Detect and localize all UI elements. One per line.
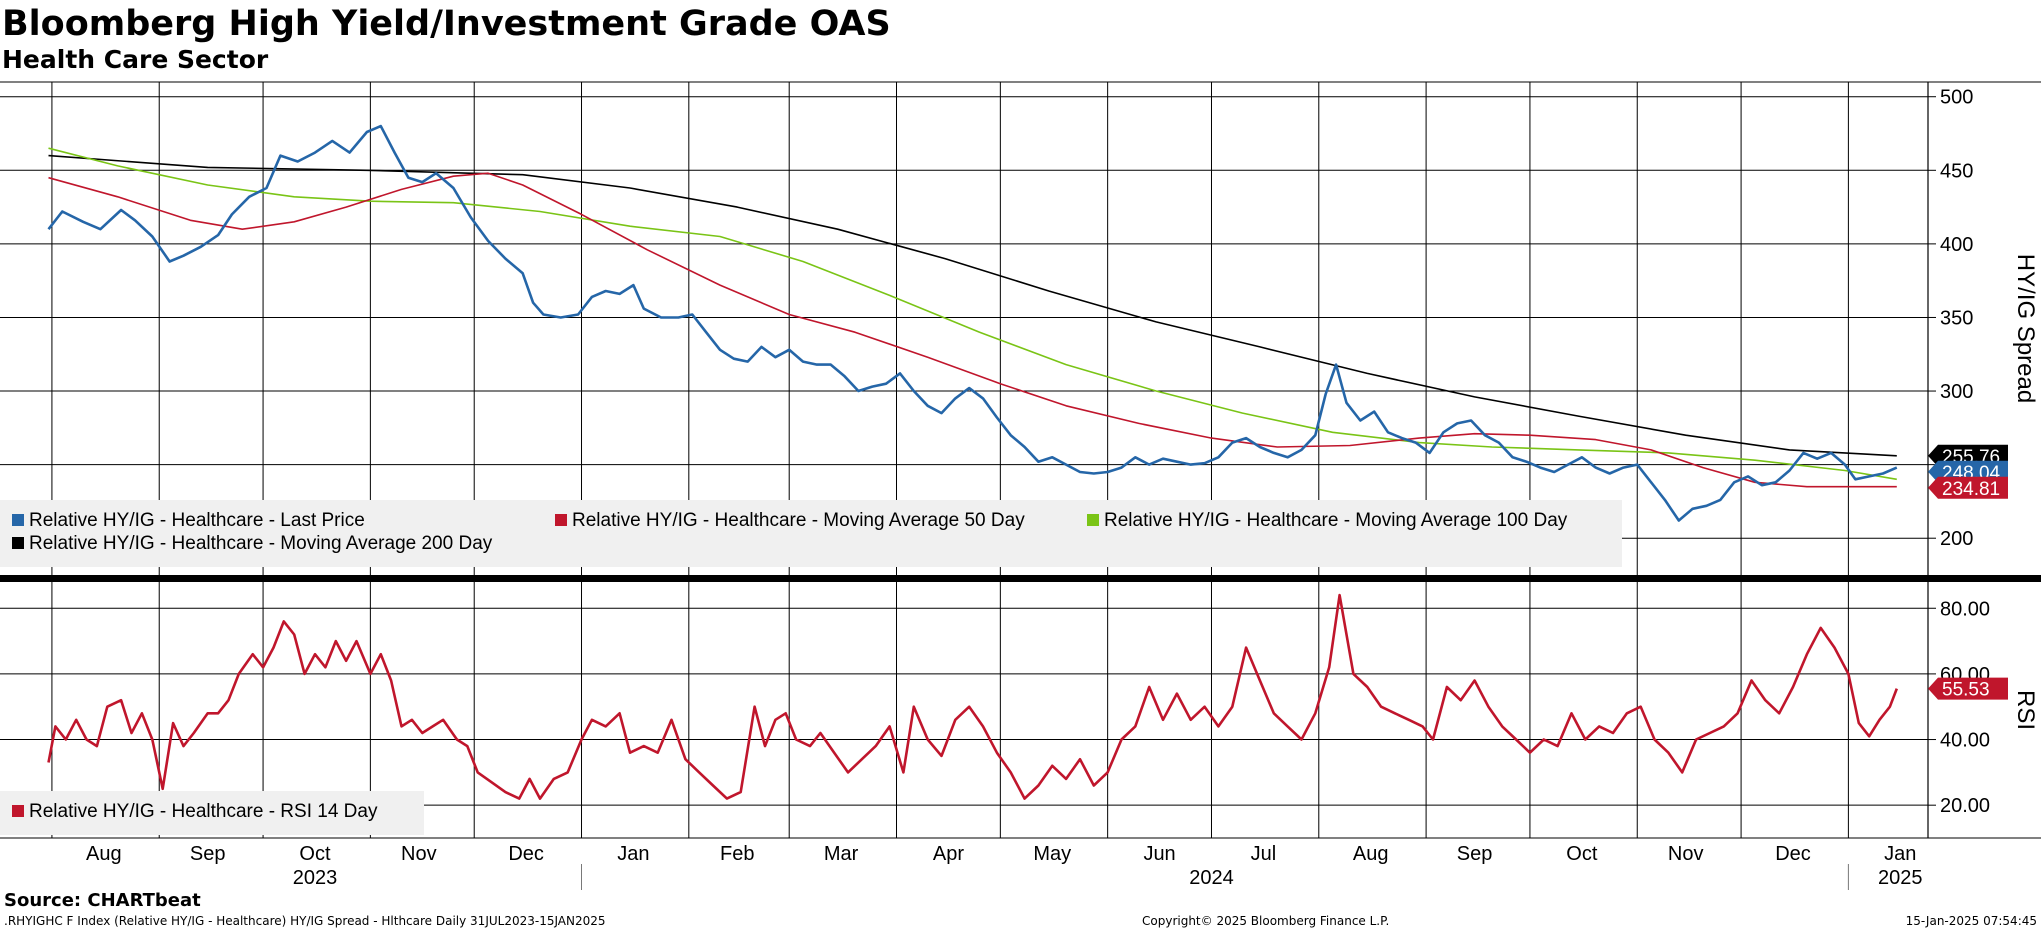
x-month-label: Jun — [1143, 843, 1175, 865]
series-line-rsi — [47, 593, 1899, 800]
x-month-label: Feb — [720, 843, 754, 865]
y-tick-label: 450 — [1940, 160, 1973, 182]
legend-label: Relative HY/IG - Healthcare - Moving Ave… — [1104, 510, 1568, 531]
legend-swatch — [12, 537, 24, 549]
source-note: Source: CHARTbeat — [4, 890, 201, 911]
y-axis-title: HY/IG Spread — [2012, 254, 2039, 403]
pane-separator — [0, 575, 2041, 582]
y-tick-label: 80.00 — [1940, 598, 1990, 620]
last-value-tag-bg — [1928, 476, 2008, 499]
x-month-label: Nov — [1668, 843, 1704, 865]
last-value-tag: 234.81 — [1928, 476, 2008, 500]
x-month-label: Dec — [1775, 843, 1811, 865]
legend-box — [0, 500, 1622, 567]
x-month-label: Dec — [508, 843, 544, 865]
x-month-label: Aug — [1353, 843, 1389, 865]
x-year-label: 2025 — [1878, 867, 1923, 889]
x-month-label: Apr — [933, 843, 964, 865]
chart-title: Bloomberg High Yield/Investment Grade OA… — [2, 4, 891, 44]
legend-label: Relative HY/IG - Healthcare - Moving Ave… — [572, 510, 1025, 531]
x-month-label: May — [1033, 843, 1071, 865]
y-axis-title: RSI — [2012, 690, 2039, 730]
y-tick-label: 20.00 — [1940, 795, 1990, 817]
legend-label: Relative HY/IG - Healthcare - Last Price — [29, 510, 365, 531]
axis-layer: 200250300350400450500HY/IG Spread255.762… — [86, 87, 2039, 890]
y-tick-label: 500 — [1940, 87, 1973, 109]
x-month-label: Sep — [1457, 843, 1493, 865]
x-year-label: 2023 — [293, 867, 338, 889]
last-value-tag-bg — [1928, 677, 2008, 700]
copyright: Copyright© 2025 Bloomberg Finance L.P. — [1142, 914, 1390, 928]
x-month-label: Sep — [190, 843, 226, 865]
x-month-label: Jan — [1884, 843, 1916, 865]
y-tick-label: 400 — [1940, 234, 1973, 256]
grid-layer — [0, 81, 2041, 839]
last-value-tag: 55.53 — [1928, 677, 2008, 701]
series-line-ma100 — [48, 147, 1897, 481]
legend-box — [0, 791, 424, 835]
x-month-label: Mar — [824, 843, 859, 865]
x-month-label: Nov — [401, 843, 437, 865]
y-tick-label: 300 — [1940, 381, 1973, 403]
index-info: .RHYIGHC F Index (Relative HY/IG - Healt… — [4, 914, 606, 928]
x-month-label: Jul — [1251, 843, 1277, 865]
y-tick-label: 200 — [1940, 528, 1973, 550]
x-year-label: 2024 — [1189, 867, 1234, 889]
x-month-label: Oct — [1566, 843, 1598, 865]
y-tick-label: 350 — [1940, 307, 1973, 329]
chart-subtitle: Health Care Sector — [2, 45, 269, 74]
legend-label: Relative HY/IG - Healthcare - RSI 14 Day — [29, 801, 378, 822]
x-month-label: Jan — [617, 843, 649, 865]
series-layer — [47, 124, 1899, 800]
timestamp: 15-Jan-2025 07:54:45 — [1905, 914, 2037, 928]
last-value-tag-text: 55.53 — [1942, 680, 1990, 701]
series-line-ma200 — [48, 154, 1897, 457]
y-tick-label: 40.00 — [1940, 730, 1990, 752]
legend-swatch — [12, 514, 24, 526]
legend-layer: Relative HY/IG - Healthcare - Last Price… — [0, 500, 1622, 835]
series-line-last_price — [47, 124, 1898, 522]
x-month-label: Aug — [86, 843, 122, 865]
last-value-tag-text: 234.81 — [1942, 479, 2000, 500]
series-line-ma50 — [48, 172, 1897, 488]
x-month-label: Oct — [299, 843, 331, 865]
legend-swatch — [12, 805, 24, 817]
legend-swatch — [555, 514, 567, 526]
legend-swatch — [1087, 514, 1099, 526]
legend-label: Relative HY/IG - Healthcare - Moving Ave… — [29, 533, 493, 554]
